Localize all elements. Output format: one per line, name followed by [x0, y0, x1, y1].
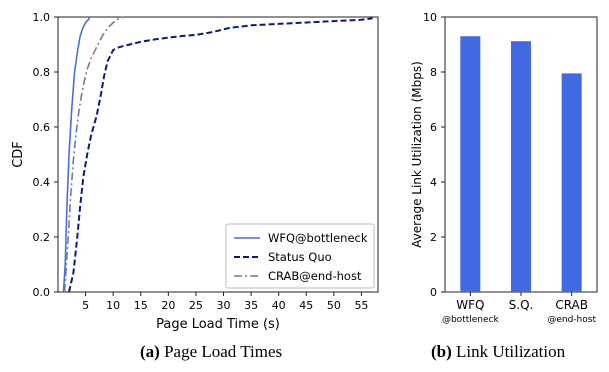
- cdf-frame: [57, 16, 379, 293]
- bar-1: [511, 41, 531, 293]
- bar-xtick-label: WFQ: [456, 298, 484, 312]
- cdf-ylabel: CDF: [11, 141, 26, 168]
- cdf-xtick-label: 20: [161, 299, 175, 312]
- cdf-series-line-1: [68, 17, 373, 293]
- bar-ytick-label: 6: [430, 121, 437, 134]
- cdf-xlabel: Page Load Time (s): [156, 317, 280, 332]
- cdf-ytick-label: 0.2: [33, 231, 51, 244]
- cdf-ytick-label: 0.0: [33, 286, 51, 299]
- caption-a: (a) Page Load Times: [140, 342, 282, 362]
- bar-ytick-label: 2: [430, 231, 437, 244]
- bar-ytick-label: 0: [430, 286, 437, 299]
- cdf-series-line-0: [62, 16, 91, 293]
- cdf-legend-label-0: WFQ@bottleneck: [268, 231, 368, 245]
- cdf-xtick-label: 5: [82, 299, 89, 312]
- caption-b-text: Link Utilization: [456, 342, 566, 361]
- cdf-ytick-label: 0.6: [33, 121, 51, 134]
- cdf-ytick-label: 1.0: [33, 11, 51, 24]
- caption-b: (b) Link Utilization: [431, 342, 565, 362]
- bar-xtick-sublabel: @bottleneck: [442, 315, 500, 325]
- caption-a-text: Page Load Times: [164, 342, 283, 361]
- cdf-xtick-label: 30: [217, 299, 231, 312]
- cdf-xtick-label: 45: [299, 299, 313, 312]
- cdf-xtick-label: 35: [244, 299, 258, 312]
- bar-xtick-sublabel: @end-host: [547, 315, 596, 325]
- cdf-xtick-label: 25: [189, 299, 203, 312]
- cdf-series-line-2: [63, 16, 125, 293]
- cdf-legend-label-1: Status Quo: [268, 250, 332, 264]
- bar-2: [561, 73, 582, 292]
- cdf-legend: [225, 223, 375, 289]
- bar-ytick-label: 4: [430, 176, 437, 189]
- caption-a-label: (a): [140, 342, 160, 361]
- cdf-xtick-label: 50: [327, 299, 341, 312]
- cdf-xtick-label: 10: [106, 299, 120, 312]
- cdf-ytick-label: 0.8: [33, 66, 51, 79]
- bar-ylabel: Average Link Utilization (Mbps): [410, 61, 424, 248]
- cdf-xtick-label: 15: [134, 299, 148, 312]
- bar-xtick-label: S.Q.: [509, 298, 534, 312]
- bar-xtick-label: CRAB: [555, 298, 588, 312]
- bar-0: [460, 36, 481, 292]
- caption-b-label: (b): [431, 342, 452, 361]
- bar-ytick-label: 8: [430, 66, 437, 79]
- cdf-xtick-label: 55: [354, 299, 368, 312]
- cdf-legend-label-2: CRAB@end-host: [268, 269, 362, 283]
- bar-ytick-label: 10: [423, 11, 437, 24]
- cdf-ytick-label: 0.4: [33, 176, 51, 189]
- cdf-xtick-label: 40: [272, 299, 286, 312]
